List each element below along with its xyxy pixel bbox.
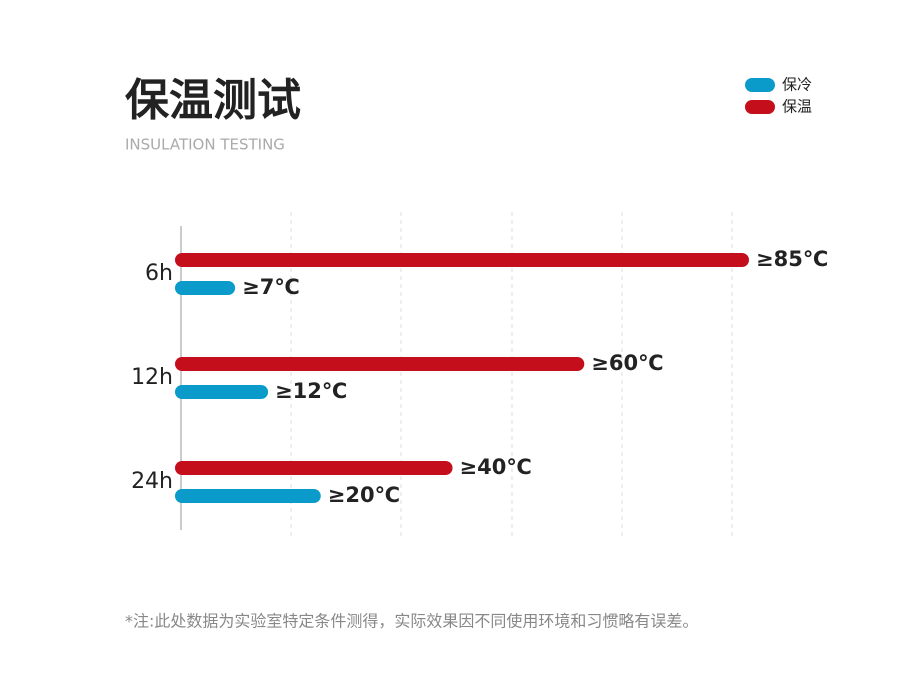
value-label: ≥20℃ [328, 483, 400, 507]
value-label: ≥40℃ [460, 455, 532, 479]
legend-label: 保温 [782, 98, 812, 116]
value-label: ≥7℃ [242, 275, 300, 299]
footnote: *注:此处数据为实验室特定条件测得，实际效果因不同使用环境和习惯略有误差。 [125, 612, 698, 631]
chart-title: 保温测试 [125, 75, 301, 126]
chart-subtitle: INSULATION TESTING [125, 136, 285, 154]
y-tick-label: 12h [131, 365, 173, 390]
value-label: ≥85℃ [756, 247, 828, 271]
y-tick-label: 6h [145, 261, 173, 286]
y-tick-label: 24h [131, 469, 173, 494]
value-label: ≥12℃ [275, 379, 347, 403]
legend-label: 保冷 [782, 76, 812, 94]
value-label: ≥60℃ [591, 351, 663, 375]
